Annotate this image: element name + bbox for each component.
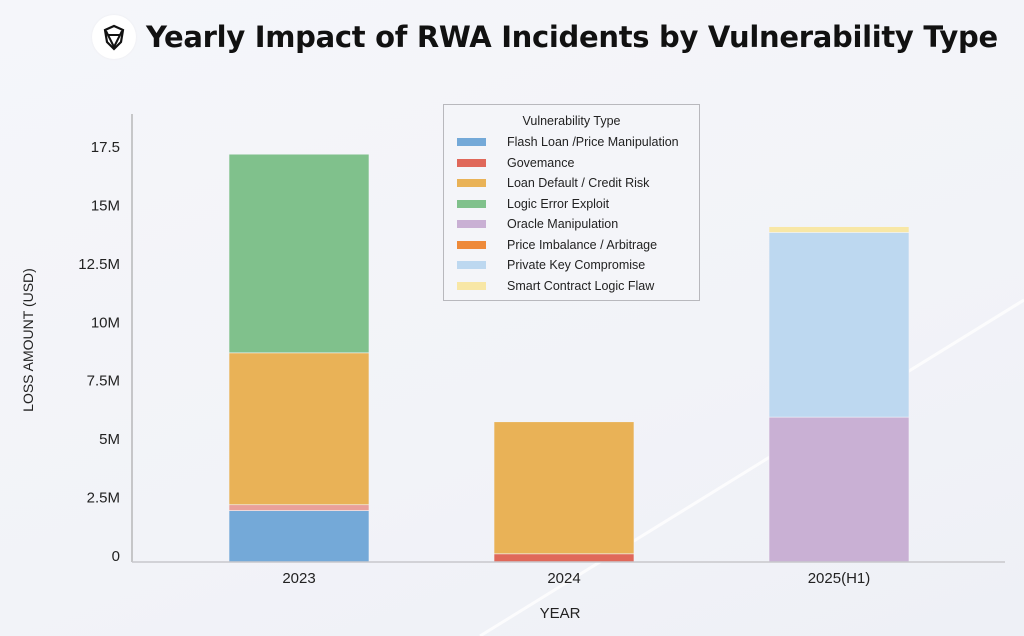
legend-item: Smart Contract Logic Flaw	[444, 276, 699, 297]
shield-logo-icon	[92, 15, 136, 59]
legend-swatch	[457, 199, 486, 208]
bar-segment	[228, 510, 370, 563]
y-axis-label: LOSS AMOUNT (USD)	[20, 268, 36, 412]
bar-segment	[768, 226, 910, 233]
bar-segment	[228, 504, 370, 511]
x-tick-label: 2023	[282, 570, 315, 587]
legend-swatch	[457, 179, 486, 188]
x-tick-label: 2024	[547, 570, 580, 587]
y-tick-label: 2.5M	[87, 490, 120, 507]
y-tick-label: 5M	[99, 431, 120, 448]
legend-swatch	[457, 281, 486, 290]
legend-item: Private Key Compromise	[444, 255, 699, 276]
header: Yearly Impact of RWA Incidents by Vulner…	[92, 14, 998, 60]
legend-item: Flash Loan /Price Manipulation	[444, 132, 699, 153]
legend: Vulnerability Type Flash Loan /Price Man…	[443, 104, 700, 301]
legend-item: Oracle Manipulation	[444, 214, 699, 235]
legend-label: Private Key Compromise	[507, 258, 646, 273]
bar-segment	[493, 421, 635, 555]
bar-segment	[768, 416, 910, 563]
legend-item: Price Imbalance / Arbitrage	[444, 235, 699, 256]
legend-swatch	[457, 220, 486, 229]
bar-segment	[228, 352, 370, 506]
legend-swatch	[457, 240, 486, 249]
legend-label: Price Imbalance / Arbitrage	[507, 237, 658, 252]
legend-title: Vulnerability Type	[522, 114, 621, 128]
legend-label: Loan Default / Credit Risk	[507, 176, 650, 191]
legend-label: Flash Loan /Price Manipulation	[507, 135, 679, 150]
page-title: Yearly Impact of RWA Incidents by Vulner…	[146, 20, 998, 54]
legend-swatch	[457, 158, 486, 167]
y-tick-label: 0	[112, 548, 120, 565]
legend-label: Govemance	[507, 155, 575, 170]
bar-segment	[228, 153, 370, 354]
legend-item: Govemance	[444, 153, 699, 174]
y-tick-label: 17.5	[91, 139, 120, 156]
bar-segment	[768, 232, 910, 418]
y-tick-label: 12.5M	[78, 256, 120, 273]
legend-item: Logic Error Exploit	[444, 194, 699, 215]
x-tick-label: 2025(H1)	[808, 570, 871, 587]
legend-label: Oracle Manipulation	[507, 217, 619, 232]
y-tick-label: 10M	[91, 314, 120, 331]
legend-swatch	[457, 138, 486, 147]
y-tick-label: 7.5M	[87, 373, 120, 390]
y-tick-label: 15M	[91, 197, 120, 214]
legend-label: Logic Error Exploit	[507, 196, 610, 211]
legend-label: Smart Contract Logic Flaw	[507, 278, 655, 293]
legend-swatch	[457, 261, 486, 270]
legend-item: Loan Default / Credit Risk	[444, 173, 699, 194]
x-axis-label: YEAR	[540, 605, 581, 622]
bar-segment	[493, 553, 635, 563]
